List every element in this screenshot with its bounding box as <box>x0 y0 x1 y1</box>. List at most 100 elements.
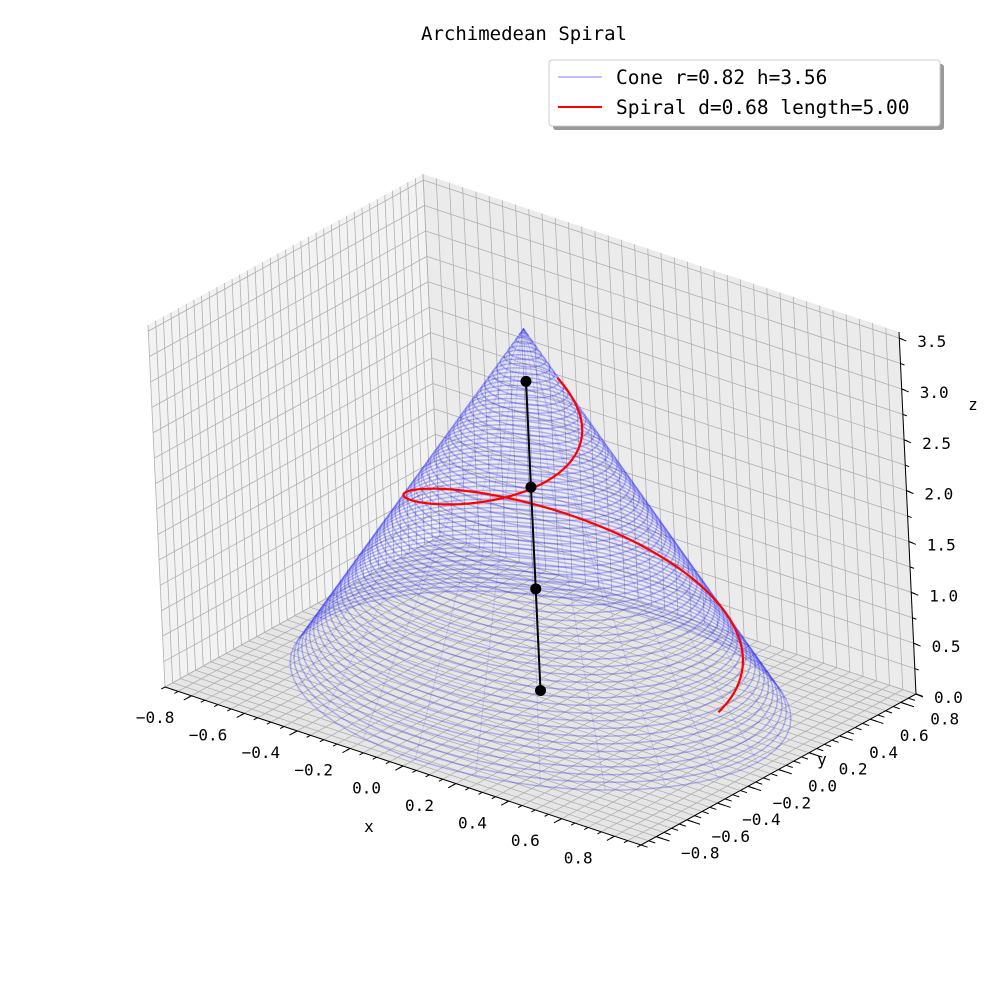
cone-ring <box>332 542 743 707</box>
back-grid-line <box>581 226 600 589</box>
left-grid-line <box>148 179 424 332</box>
back-grid-line <box>726 274 745 637</box>
floor-grid-line <box>378 569 856 728</box>
y-minor-tick <box>778 769 786 773</box>
left-grid-line <box>231 278 250 641</box>
x-tick-label: 0.8 <box>564 849 593 868</box>
x-minor-tick <box>266 721 272 725</box>
left-grid-line <box>178 308 196 671</box>
back-grid-line <box>687 261 705 624</box>
left-grid-line <box>157 383 434 535</box>
left-grid-line <box>158 408 435 561</box>
floor-grid-line <box>416 548 894 707</box>
left-grid-line <box>149 205 425 357</box>
cone-generator <box>323 328 524 619</box>
cone-ring <box>425 437 636 522</box>
x-minor-tick <box>531 809 536 813</box>
y-minor-tick <box>785 764 793 768</box>
cone-ring <box>297 581 783 776</box>
left-grid-line <box>223 283 242 646</box>
left-grid-line <box>414 178 433 541</box>
cone-ring <box>464 393 592 445</box>
cone-ring <box>518 332 530 337</box>
y-minor-tick <box>701 810 709 815</box>
y-tick-label: −0.6 <box>712 827 751 846</box>
floor-grid-line <box>317 602 794 762</box>
y-tick-label: −0.2 <box>773 793 812 812</box>
left-grid-line <box>147 324 166 688</box>
cone-ring <box>293 585 788 784</box>
back-grid-line <box>435 433 912 593</box>
x-tick-label: −0.8 <box>136 708 175 727</box>
cone-ring <box>351 520 721 668</box>
back-grid-line <box>439 535 917 695</box>
axis-point <box>530 583 542 595</box>
back-grid-line <box>806 301 824 664</box>
x-minor-tick <box>372 756 377 760</box>
cone-ring <box>460 397 596 453</box>
left-grid-line <box>315 232 334 595</box>
floor-grid-line <box>363 577 840 737</box>
left-grid-line <box>269 257 288 620</box>
y-tick-label: 0.0 <box>808 777 837 796</box>
y-minor-tick <box>892 706 900 710</box>
x-minor-tick <box>319 739 324 743</box>
z-tick-label: 1.5 <box>927 536 956 555</box>
back-grid-line <box>435 178 454 541</box>
y-minor-tick <box>908 697 916 701</box>
left-grid-line <box>300 241 319 604</box>
back-grid-line <box>660 252 679 616</box>
legend-cone-label: Cone r=0.82 h=3.56 <box>616 66 827 89</box>
y-minor-tick <box>740 789 748 794</box>
cone-ring <box>382 485 685 607</box>
back-grid-line <box>501 200 520 563</box>
cone-generator <box>523 328 606 791</box>
cone-ring <box>421 441 641 530</box>
x-minor-tick <box>438 778 443 782</box>
z-axis-label: z <box>968 395 978 414</box>
floor-grid-line <box>409 552 886 712</box>
z-minor-tick <box>909 566 915 569</box>
left-grid-line <box>185 304 204 667</box>
floor-grid-line <box>218 657 695 817</box>
cone-ring <box>413 450 650 545</box>
floor-grid-line <box>271 627 749 787</box>
back-grid-line <box>554 217 573 580</box>
x-minor-tick <box>412 769 417 773</box>
x-minor-tick <box>623 840 629 844</box>
x-minor-tick <box>293 730 298 734</box>
floor-grid-line <box>210 661 687 821</box>
x-minor-tick <box>359 752 364 756</box>
floor-grid-line <box>287 619 764 779</box>
z-tick-label: 0.0 <box>934 688 963 707</box>
cone-ring <box>456 402 601 461</box>
legend-box <box>548 59 941 127</box>
left-grid-line <box>170 312 189 675</box>
spiral-line <box>402 377 745 713</box>
back-grid-line <box>423 179 900 339</box>
left-grid-line <box>399 186 418 549</box>
x-minor-tick <box>213 704 219 708</box>
y-minor-tick <box>709 806 717 810</box>
cone-ring <box>511 340 538 353</box>
x-minor-tick <box>491 796 496 800</box>
left-grid-line <box>308 236 326 599</box>
left-grid-line <box>369 203 387 566</box>
axis-line <box>524 381 542 691</box>
y-minor-tick <box>839 735 847 739</box>
back-grid-line <box>753 283 771 646</box>
cone-ring <box>444 415 614 484</box>
x-minor-tick <box>187 695 192 699</box>
cone-ring <box>507 345 543 361</box>
left-grid-line <box>162 484 438 637</box>
cone-ring <box>367 502 703 637</box>
x-minor-tick <box>253 717 258 721</box>
cone-series <box>289 328 792 791</box>
cone-ring <box>371 498 699 630</box>
z-tick-label: 3.0 <box>920 383 949 402</box>
left-grid-line <box>254 266 273 629</box>
back-grid-line <box>858 318 877 681</box>
floor-grid-line <box>241 644 718 804</box>
x-tick-label: 0.2 <box>405 796 434 815</box>
back-grid-line <box>568 222 586 585</box>
